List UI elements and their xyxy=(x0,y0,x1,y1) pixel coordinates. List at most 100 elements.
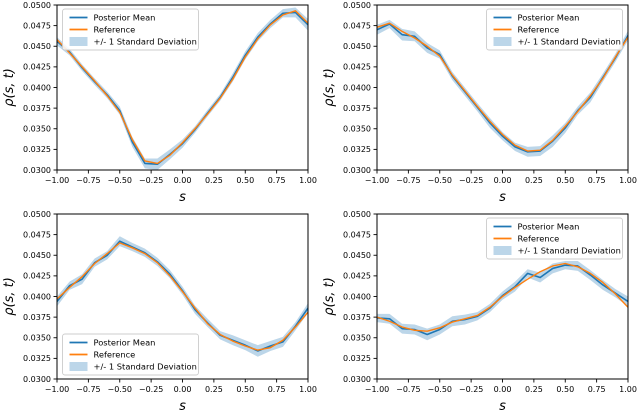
x-tick-label: 0.25 xyxy=(205,385,223,394)
x-tick-label: −1.00 xyxy=(365,176,390,185)
y-tick-label: 0.0450 xyxy=(23,42,51,51)
y-tick-label: 0.0325 xyxy=(343,145,371,154)
y-tick-label: 0.0375 xyxy=(23,104,51,113)
legend-band-swatch xyxy=(69,362,88,371)
x-axis-label: s xyxy=(499,399,506,414)
y-tick-label: 0.0325 xyxy=(23,354,51,363)
x-tick-label: 0.50 xyxy=(236,176,254,185)
legend: Posterior Mean Reference +/- 1 Standard De… xyxy=(62,333,199,376)
y-tick-label: 0.0425 xyxy=(343,63,371,72)
x-tick-label: 1.00 xyxy=(299,385,317,394)
y-tick-label: 0.0350 xyxy=(343,334,371,343)
x-axis-label: s xyxy=(179,399,186,414)
x-tick-label: −0.50 xyxy=(427,176,452,185)
y-tick-label: 0.0325 xyxy=(23,145,51,154)
reference-line xyxy=(57,242,308,351)
y-axis-label: ρ(s, t) xyxy=(2,277,17,316)
x-tick-label: −0.75 xyxy=(76,176,101,185)
y-tick-label: 0.0300 xyxy=(343,166,371,175)
x-tick-label: 0.75 xyxy=(268,176,286,185)
subplot-top-left: −1.00 −0.75 −0.50 −0.25 0.00 0.25 0.50 0.75 1.00… xyxy=(0,0,320,209)
x-tick-label: 0.00 xyxy=(494,176,512,185)
reference-line xyxy=(57,10,308,165)
x-tick-label: −0.50 xyxy=(427,385,452,394)
y-tick-label: 0.0500 xyxy=(343,1,371,10)
legend-band-swatch xyxy=(493,246,512,255)
y-tick-label: 0.0400 xyxy=(23,292,51,301)
x-tick-label: 0.75 xyxy=(268,385,286,394)
legend-label: Reference xyxy=(518,234,560,244)
x-tick-label: −1.00 xyxy=(365,385,390,394)
y-tick-label: 0.0300 xyxy=(343,375,371,384)
x-tick-label: −0.25 xyxy=(139,385,164,394)
legend-band-swatch xyxy=(493,37,512,46)
y-tick-label: 0.0375 xyxy=(23,313,51,322)
x-tick-label: 1.00 xyxy=(619,385,637,394)
legend-box xyxy=(486,217,623,260)
x-tick-label: −0.75 xyxy=(396,176,421,185)
y-tick-label: 0.0425 xyxy=(23,63,51,72)
x-tick-label: 0.25 xyxy=(525,385,543,394)
legend-label: Posterior Mean xyxy=(518,222,580,232)
x-tick-label: −0.50 xyxy=(107,176,132,185)
y-tick-label: 0.0475 xyxy=(343,230,371,239)
y-tick-label: 0.0500 xyxy=(343,210,371,219)
x-tick-label: 0.75 xyxy=(588,176,606,185)
x-tick-label: −0.75 xyxy=(76,385,101,394)
subplot-canvas-top-right: −1.00 −0.75 −0.50 −0.25 0.00 0.25 0.50 0.75 1.00… xyxy=(322,1,637,205)
x-tick-label: −0.25 xyxy=(459,176,484,185)
legend-label: +/- 1 Standard Deviation xyxy=(94,37,197,47)
y-tick-label: 0.0300 xyxy=(23,166,51,175)
y-tick-label: 0.0450 xyxy=(343,251,371,260)
subplot-bottom-right: −1.00 −0.75 −0.50 −0.25 0.00 0.25 0.50 0.75 1.00… xyxy=(320,209,640,418)
legend-label: Posterior Mean xyxy=(94,13,156,23)
legend-label: +/- 1 Standard Deviation xyxy=(94,362,197,372)
y-tick-label: 0.0475 xyxy=(23,230,51,239)
y-tick-label: 0.0475 xyxy=(343,21,371,30)
legend-box xyxy=(62,333,199,376)
x-tick-label: −0.75 xyxy=(396,385,421,394)
x-tick-label: −0.50 xyxy=(107,385,132,394)
legend-box xyxy=(62,8,199,51)
x-tick-label: 1.00 xyxy=(299,176,317,185)
x-tick-label: 0.00 xyxy=(174,176,192,185)
y-tick-label: 0.0400 xyxy=(343,83,371,92)
x-tick-label: −0.25 xyxy=(459,385,484,394)
std-band xyxy=(377,261,628,341)
y-tick-label: 0.0475 xyxy=(23,21,51,30)
x-tick-label: 0.75 xyxy=(588,385,606,394)
x-tick-label: −1.00 xyxy=(45,176,70,185)
x-tick-label: 0.00 xyxy=(174,385,192,394)
y-axis-label: ρ(s, t) xyxy=(322,277,337,316)
legend-box xyxy=(486,8,623,51)
x-tick-label: −0.25 xyxy=(139,176,164,185)
x-tick-label: 0.25 xyxy=(205,176,223,185)
y-tick-label: 0.0450 xyxy=(343,42,371,51)
y-tick-label: 0.0350 xyxy=(343,125,371,134)
x-tick-label: −1.00 xyxy=(45,385,70,394)
y-tick-label: 0.0350 xyxy=(23,334,51,343)
y-tick-label: 0.0375 xyxy=(343,104,371,113)
legend-label: +/- 1 Standard Deviation xyxy=(518,246,621,256)
legend: Posterior Mean Reference +/- 1 Standard De… xyxy=(62,8,199,51)
legend-band-swatch xyxy=(69,37,88,46)
x-tick-label: 0.00 xyxy=(494,385,512,394)
subplot-bottom-left: −1.00 −0.75 −0.50 −0.25 0.00 0.25 0.50 0.75 1.00… xyxy=(0,209,320,418)
x-tick-label: 1.00 xyxy=(619,176,637,185)
subplot-canvas-top-left: −1.00 −0.75 −0.50 −0.25 0.00 0.25 0.50 0.75 1.00… xyxy=(2,1,317,205)
y-tick-label: 0.0300 xyxy=(23,375,51,384)
legend: Posterior Mean Reference +/- 1 Standard De… xyxy=(486,217,623,260)
subplot-top-right: −1.00 −0.75 −0.50 −0.25 0.00 0.25 0.50 0.75 1.00… xyxy=(320,0,640,209)
legend-label: Posterior Mean xyxy=(94,338,156,348)
subplot-canvas-bottom-right: −1.00 −0.75 −0.50 −0.25 0.00 0.25 0.50 0.75 1.00… xyxy=(322,210,637,414)
x-axis-label: s xyxy=(179,190,186,205)
x-axis-label: s xyxy=(499,190,506,205)
x-tick-label: 0.50 xyxy=(236,385,254,394)
x-tick-label: 0.50 xyxy=(556,176,574,185)
subplot-canvas-bottom-left: −1.00 −0.75 −0.50 −0.25 0.00 0.25 0.50 0.75 1.00… xyxy=(2,210,317,414)
x-tick-label: 0.25 xyxy=(525,176,543,185)
y-axis-label: ρ(s, t) xyxy=(2,68,17,107)
legend-label: Posterior Mean xyxy=(518,13,580,23)
y-tick-label: 0.0350 xyxy=(23,125,51,134)
